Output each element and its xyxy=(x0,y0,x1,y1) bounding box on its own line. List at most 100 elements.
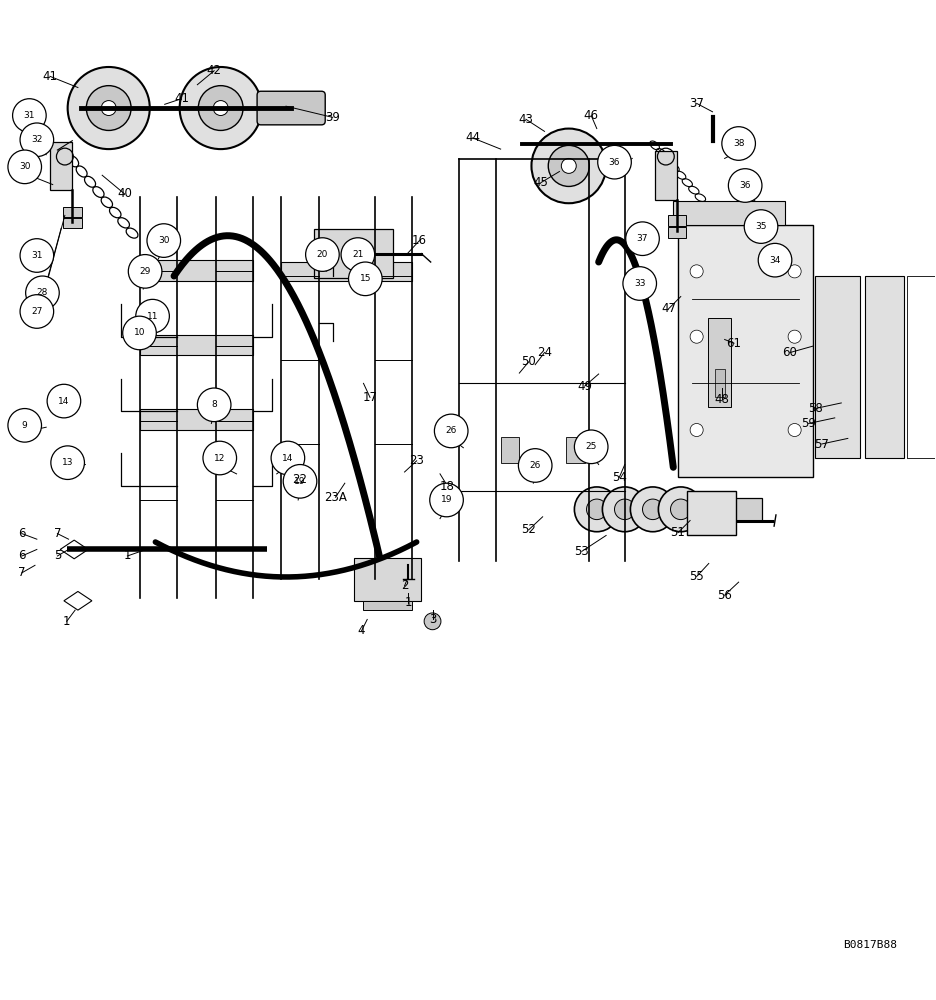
Circle shape xyxy=(25,276,59,310)
Text: 40: 40 xyxy=(117,187,132,200)
Circle shape xyxy=(670,499,691,520)
Text: 11: 11 xyxy=(147,312,158,321)
Circle shape xyxy=(20,295,53,328)
Circle shape xyxy=(630,487,675,532)
Text: 57: 57 xyxy=(814,438,829,451)
Text: 20: 20 xyxy=(316,250,329,259)
Text: 56: 56 xyxy=(717,589,732,602)
Text: 27: 27 xyxy=(31,307,42,316)
Text: 3: 3 xyxy=(429,613,436,626)
Text: 5: 5 xyxy=(53,549,61,562)
Circle shape xyxy=(548,145,590,186)
FancyBboxPatch shape xyxy=(257,91,325,125)
Circle shape xyxy=(758,243,792,277)
Text: 36: 36 xyxy=(608,158,621,167)
Bar xyxy=(715,369,724,397)
Text: 14: 14 xyxy=(282,454,294,463)
Text: 61: 61 xyxy=(726,337,741,350)
Text: 51: 51 xyxy=(670,526,685,539)
Text: 8: 8 xyxy=(212,400,217,409)
Polygon shape xyxy=(64,591,92,610)
Text: 31: 31 xyxy=(31,251,43,260)
Circle shape xyxy=(728,169,762,202)
Circle shape xyxy=(123,316,156,350)
Text: 52: 52 xyxy=(521,523,536,536)
Text: 36: 36 xyxy=(739,181,751,190)
Bar xyxy=(139,260,254,281)
Text: 2: 2 xyxy=(401,579,408,592)
Text: 59: 59 xyxy=(801,417,816,430)
Text: 55: 55 xyxy=(689,570,704,583)
Text: 38: 38 xyxy=(733,139,744,148)
Text: 32: 32 xyxy=(31,135,42,144)
Circle shape xyxy=(575,430,608,464)
Circle shape xyxy=(341,238,374,271)
Circle shape xyxy=(51,446,84,479)
Text: 18: 18 xyxy=(440,480,455,493)
Text: 19: 19 xyxy=(294,477,306,486)
Bar xyxy=(282,262,412,281)
Bar xyxy=(314,229,393,278)
Circle shape xyxy=(722,127,755,160)
Text: 60: 60 xyxy=(782,346,797,359)
Circle shape xyxy=(690,330,703,343)
Text: 7: 7 xyxy=(18,566,25,579)
Bar xyxy=(706,498,762,521)
Text: 30: 30 xyxy=(19,162,31,171)
Text: 14: 14 xyxy=(58,397,69,406)
Text: 58: 58 xyxy=(808,402,823,415)
Text: 39: 39 xyxy=(325,111,340,124)
Circle shape xyxy=(642,499,663,520)
Text: 28: 28 xyxy=(37,288,48,297)
Bar xyxy=(865,276,904,458)
Text: 24: 24 xyxy=(537,346,552,359)
Text: 19: 19 xyxy=(441,495,452,504)
Text: 48: 48 xyxy=(714,393,729,406)
Text: 41: 41 xyxy=(42,70,57,83)
Circle shape xyxy=(788,423,801,437)
Text: 42: 42 xyxy=(207,64,222,77)
Text: 33: 33 xyxy=(634,279,646,288)
Text: 50: 50 xyxy=(521,355,536,368)
Circle shape xyxy=(213,101,228,116)
Text: 25: 25 xyxy=(586,442,597,451)
FancyBboxPatch shape xyxy=(667,215,686,226)
Circle shape xyxy=(20,123,53,157)
Circle shape xyxy=(101,101,116,116)
Circle shape xyxy=(67,67,150,149)
Bar xyxy=(501,437,519,463)
Text: 54: 54 xyxy=(612,471,626,484)
Circle shape xyxy=(271,441,305,475)
Circle shape xyxy=(284,465,316,498)
Circle shape xyxy=(623,267,656,300)
Circle shape xyxy=(788,265,801,278)
Text: 26: 26 xyxy=(446,426,457,435)
Circle shape xyxy=(306,238,339,271)
Text: 7: 7 xyxy=(53,527,61,540)
Text: 31: 31 xyxy=(23,111,36,120)
Circle shape xyxy=(12,99,46,132)
Text: 15: 15 xyxy=(359,274,371,283)
Circle shape xyxy=(587,499,607,520)
Circle shape xyxy=(575,487,620,532)
Bar xyxy=(673,201,785,225)
Bar xyxy=(566,437,585,463)
Text: 4: 4 xyxy=(358,624,365,637)
Circle shape xyxy=(424,613,441,630)
Text: 10: 10 xyxy=(134,328,145,337)
Circle shape xyxy=(744,210,778,243)
Bar xyxy=(815,276,860,458)
Circle shape xyxy=(430,483,463,517)
Bar xyxy=(654,151,677,200)
Circle shape xyxy=(20,239,53,272)
FancyBboxPatch shape xyxy=(63,218,81,228)
Circle shape xyxy=(147,224,181,257)
Circle shape xyxy=(128,255,162,288)
Circle shape xyxy=(198,86,243,130)
Text: 34: 34 xyxy=(769,256,781,265)
Bar xyxy=(708,318,731,407)
Text: 53: 53 xyxy=(575,545,590,558)
Circle shape xyxy=(86,86,131,130)
Circle shape xyxy=(598,145,631,179)
Circle shape xyxy=(690,423,703,437)
